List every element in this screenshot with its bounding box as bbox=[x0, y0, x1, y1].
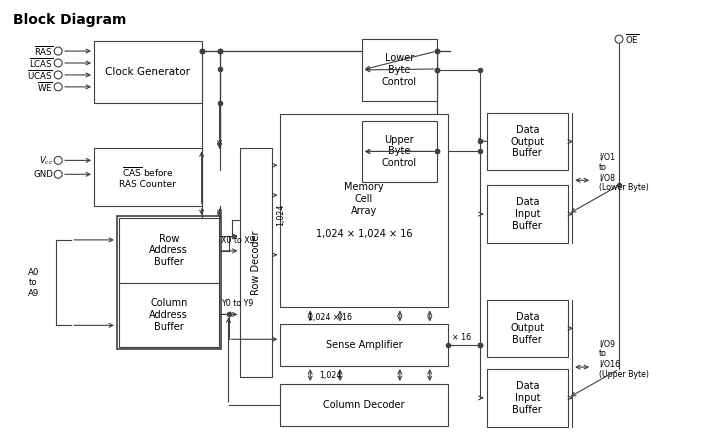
Text: $\overline{\rm RAS}$: $\overline{\rm RAS}$ bbox=[34, 44, 53, 58]
Bar bbox=[241, 149, 273, 377]
Circle shape bbox=[54, 170, 62, 178]
Bar bbox=[117, 216, 221, 349]
Text: Row Decoder: Row Decoder bbox=[252, 231, 262, 295]
Bar bbox=[280, 384, 448, 426]
Bar bbox=[119, 283, 218, 347]
Text: A0
to
A9: A0 to A9 bbox=[27, 268, 39, 297]
Text: GND: GND bbox=[33, 170, 53, 179]
Text: Row
Address
Buffer: Row Address Buffer bbox=[149, 234, 188, 267]
Text: $\overline{\rm OE}$: $\overline{\rm OE}$ bbox=[625, 32, 640, 46]
Text: 1,024: 1,024 bbox=[319, 371, 341, 380]
Bar bbox=[94, 41, 202, 103]
Bar bbox=[487, 185, 568, 243]
Bar bbox=[119, 218, 218, 283]
Text: Sense Amplifier: Sense Amplifier bbox=[326, 340, 402, 350]
Text: Column
Address
Buffer: Column Address Buffer bbox=[149, 298, 188, 331]
Text: 1,024: 1,024 bbox=[276, 204, 286, 226]
Circle shape bbox=[54, 157, 62, 165]
Text: Data
Input
Buffer: Data Input Buffer bbox=[513, 198, 542, 231]
Text: × 16: × 16 bbox=[451, 333, 471, 342]
Text: $\overline{\rm LCAS}$: $\overline{\rm LCAS}$ bbox=[29, 56, 53, 70]
Text: $V_{cc}$: $V_{cc}$ bbox=[39, 154, 53, 167]
Text: $\overline{\rm UCAS}$: $\overline{\rm UCAS}$ bbox=[27, 68, 53, 82]
Bar bbox=[487, 300, 568, 357]
Bar bbox=[362, 39, 437, 101]
Bar bbox=[280, 114, 448, 307]
Text: $\overline{\rm WE}$: $\overline{\rm WE}$ bbox=[37, 80, 53, 94]
Bar bbox=[487, 369, 568, 427]
Text: Lower
Byte
Control: Lower Byte Control bbox=[382, 54, 417, 87]
Text: Data
Output
Buffer: Data Output Buffer bbox=[510, 312, 544, 345]
Text: Upper
Byte
Control: Upper Byte Control bbox=[382, 135, 417, 168]
Circle shape bbox=[615, 35, 623, 43]
Circle shape bbox=[54, 59, 62, 67]
Text: Block Diagram: Block Diagram bbox=[14, 13, 127, 27]
Bar bbox=[280, 324, 448, 366]
Bar bbox=[487, 113, 568, 170]
Circle shape bbox=[54, 83, 62, 91]
Text: Data
Input
Buffer: Data Input Buffer bbox=[513, 381, 542, 414]
Text: Y0 to Y9: Y0 to Y9 bbox=[221, 299, 253, 309]
Text: X0 to X9: X0 to X9 bbox=[221, 236, 254, 245]
Text: $\overline{\rm CAS}$ before
RAS Counter: $\overline{\rm CAS}$ before RAS Counter bbox=[120, 165, 176, 190]
Circle shape bbox=[54, 71, 62, 79]
Text: Clock Generator: Clock Generator bbox=[105, 67, 190, 77]
Text: I/O1
to
I/O8
(Lower Byte): I/O1 to I/O8 (Lower Byte) bbox=[599, 152, 649, 192]
Bar bbox=[94, 149, 202, 206]
Text: I/O9
to
I/O16
(Upper Byte): I/O9 to I/O16 (Upper Byte) bbox=[599, 339, 649, 379]
Text: Data
Output
Buffer: Data Output Buffer bbox=[510, 125, 544, 158]
Circle shape bbox=[54, 47, 62, 55]
Text: Memory
Cell
Array

1,024 × 1,024 × 16: Memory Cell Array 1,024 × 1,024 × 16 bbox=[316, 182, 412, 239]
Text: 1,024 × 16: 1,024 × 16 bbox=[308, 313, 352, 322]
Text: Column Decoder: Column Decoder bbox=[323, 400, 404, 410]
Bar bbox=[362, 120, 437, 182]
